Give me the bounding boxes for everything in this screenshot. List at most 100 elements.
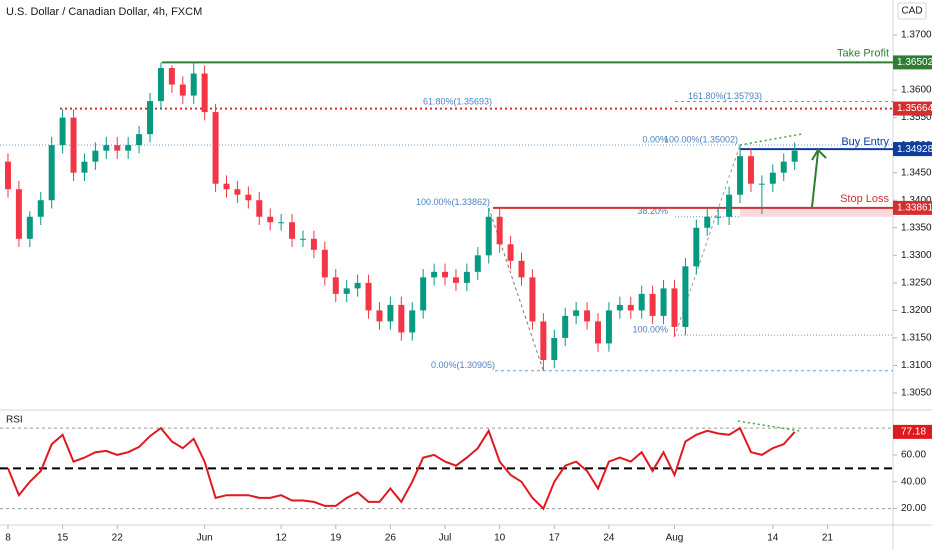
candle-body xyxy=(81,161,88,173)
level-name: Take Profit xyxy=(837,47,889,59)
candle-body xyxy=(791,150,798,162)
candle-body xyxy=(584,310,591,322)
candle-body xyxy=(594,321,601,344)
candle-body xyxy=(682,266,689,327)
candle-body xyxy=(376,310,383,322)
candle-body xyxy=(201,73,208,113)
fib-label: 100.00% xyxy=(632,325,668,335)
candle-body xyxy=(190,73,197,96)
candle-body xyxy=(4,161,11,190)
candle-body xyxy=(573,310,580,316)
candle-body xyxy=(26,216,33,239)
candle-body xyxy=(529,277,536,322)
currency-box[interactable] xyxy=(897,2,927,20)
candle-body xyxy=(693,227,700,267)
candle-body xyxy=(147,101,154,135)
candle-body xyxy=(627,304,634,311)
y-tick-label: 1.34500 xyxy=(901,167,932,178)
x-tick-label: 21 xyxy=(822,533,834,544)
candle-body xyxy=(321,249,328,278)
x-tick-label: 15 xyxy=(57,533,69,544)
candle-body xyxy=(179,84,186,96)
candle-body xyxy=(398,304,405,333)
candle-body xyxy=(168,68,175,85)
arrow xyxy=(811,148,827,208)
candle-body xyxy=(431,271,438,278)
level-name: Buy Entry xyxy=(841,136,889,148)
x-tick-label: Aug xyxy=(666,533,684,544)
chart-title: U.S. Dollar / Canadian Dollar, 4h, FXCM xyxy=(6,6,202,18)
fib-diagonal xyxy=(488,207,544,371)
candle-body xyxy=(726,194,733,217)
candle-body xyxy=(354,282,361,289)
candle-body xyxy=(48,145,55,201)
y-tick-label: 1.34000 xyxy=(901,195,932,206)
price-box xyxy=(893,55,932,70)
candle-body xyxy=(125,145,132,151)
x-tick-label: Jun xyxy=(197,533,213,544)
candle-body xyxy=(485,216,492,256)
price-box-label: 1.33861 xyxy=(897,203,932,214)
y-tick-label: 1.30500 xyxy=(901,388,932,399)
x-tick-label: 10 xyxy=(494,533,506,544)
candle-body xyxy=(540,321,547,360)
candle-body xyxy=(256,200,263,217)
x-tick-label: Jul xyxy=(439,533,452,544)
price-box xyxy=(893,101,932,116)
candle-body xyxy=(223,183,230,190)
candle-body xyxy=(616,304,623,311)
candle-body xyxy=(737,156,744,195)
y-tick-label: 1.36000 xyxy=(901,85,932,96)
price-box-label: 1.35664 xyxy=(897,103,932,114)
candle-body xyxy=(409,310,416,333)
candle-body xyxy=(496,216,503,245)
y-tick-label: 1.35500 xyxy=(901,112,932,123)
rsi-last-label: 77.18 xyxy=(901,427,926,438)
y-tick-label: 40.00 xyxy=(901,476,926,487)
y-tick-label: 20.00 xyxy=(901,503,926,514)
y-tick-label: 1.32500 xyxy=(901,277,932,288)
candle-body xyxy=(299,238,306,240)
candle-body xyxy=(518,260,525,278)
rsi-line xyxy=(7,426,796,511)
fib-label: 100.00%(1.35002) xyxy=(664,134,738,144)
candle-body xyxy=(332,277,339,294)
x-tick-label: 17 xyxy=(549,533,561,544)
candle-body xyxy=(704,216,711,228)
rsi-title: RSI xyxy=(6,415,23,426)
candle-body xyxy=(769,172,776,184)
candle-body xyxy=(92,150,99,162)
y-tick-label: 1.33000 xyxy=(901,250,932,261)
candle-body xyxy=(562,315,569,338)
candle-body xyxy=(715,216,722,218)
fib-label: 0.00% xyxy=(642,134,668,144)
x-tick-label: 24 xyxy=(603,533,615,544)
rsi-last-box xyxy=(893,424,932,439)
candle-body xyxy=(15,189,22,239)
candle-body xyxy=(463,271,470,283)
candle-body xyxy=(114,145,121,151)
price-box xyxy=(893,200,932,215)
candle-body xyxy=(245,194,252,201)
fib-diagonal xyxy=(674,144,741,337)
x-tick-label: 22 xyxy=(112,533,124,544)
fib-label: 0.00%(1.30905) xyxy=(431,360,495,370)
fib-label: 161.80%(1.35793) xyxy=(688,91,762,101)
candle-body xyxy=(59,117,66,146)
candle-body xyxy=(212,112,219,184)
candle-body xyxy=(136,134,143,146)
divergence xyxy=(739,133,803,146)
candle-body xyxy=(747,156,754,184)
y-tick-label: 1.37000 xyxy=(901,30,932,41)
candle-body xyxy=(605,310,612,344)
candle-body xyxy=(343,288,350,294)
x-tick-label: 14 xyxy=(767,533,779,544)
divergence xyxy=(737,420,801,432)
candle-body xyxy=(278,222,285,224)
candle-body xyxy=(649,293,656,316)
candle-body xyxy=(452,277,459,283)
fib-label: 38.20% xyxy=(637,206,668,216)
candle-body xyxy=(365,282,372,311)
stop-zone xyxy=(740,207,893,217)
